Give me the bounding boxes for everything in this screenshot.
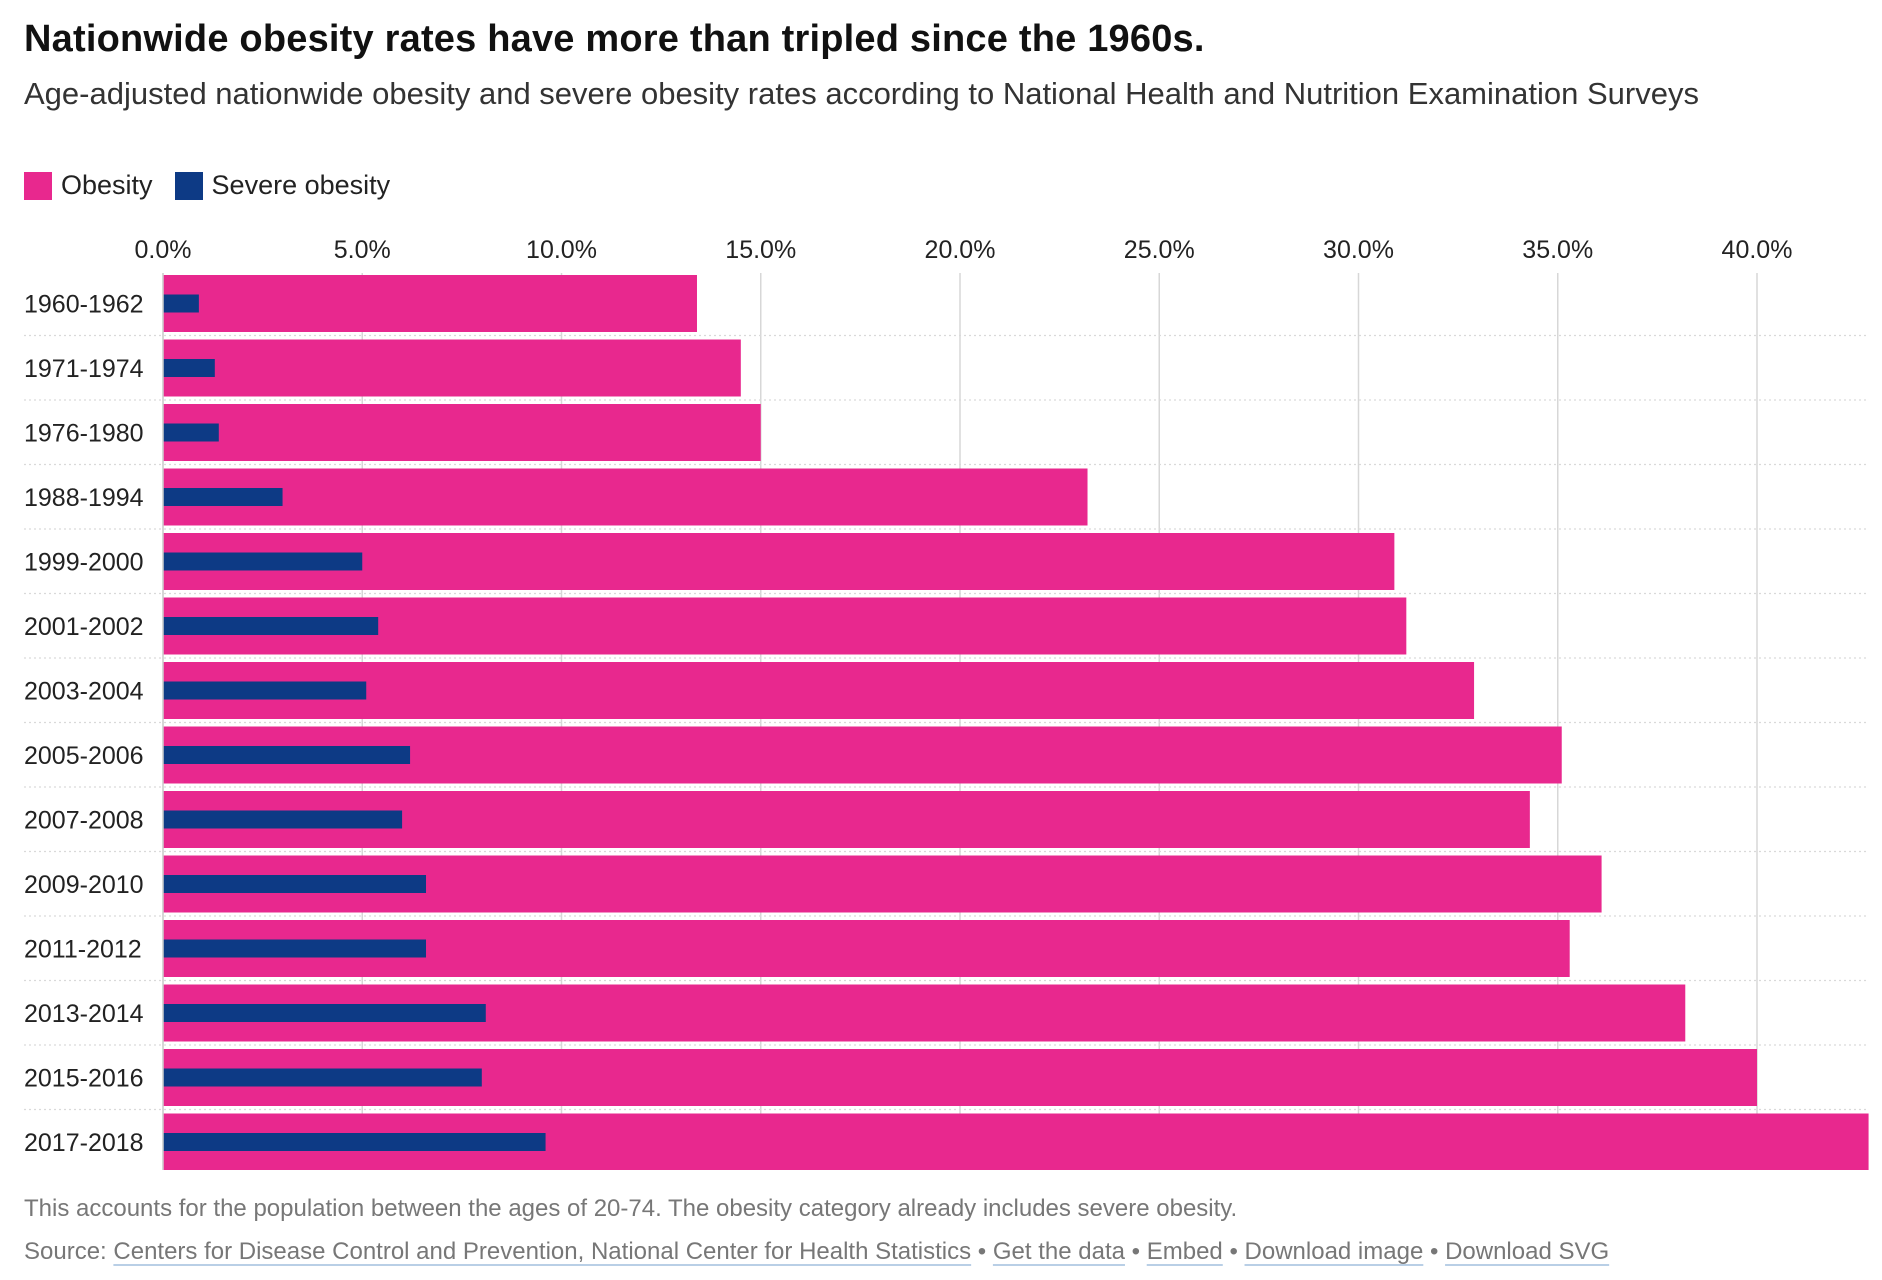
y-category-label: 2003-2004 [24,678,144,706]
y-category-label: 2015-2016 [24,1065,144,1093]
source-prefix: Source: [24,1238,114,1265]
bar-severe-obesity [163,552,363,571]
download-image-link[interactable]: Download image [1244,1238,1424,1265]
legend-item-obesity: Obesity [24,170,153,201]
legend-label-severe-obesity: Severe obesity [211,170,391,200]
y-category-label: 2007-2008 [24,807,144,835]
x-tick-label: 20.0% [925,236,996,264]
separator: • [1222,1238,1245,1265]
x-tick-label: 40.0% [1722,236,1793,264]
y-category-label: 1971-1974 [24,355,144,383]
chart-subtitle: Age-adjusted nationwide obesity and seve… [24,76,1699,111]
bar-severe-obesity [163,746,411,764]
y-category-label: 1988-1994 [24,484,144,512]
bar-obesity [163,275,697,332]
separator: • [971,1238,993,1265]
y-category-label: 1999-2000 [24,549,144,577]
y-category-label: 2001-2002 [24,613,144,641]
chart-title: Nationwide obesity rates have more than … [24,18,1205,60]
bar-severe-obesity [163,488,283,506]
chart-note: This accounts for the population between… [24,1195,1238,1222]
x-tick-label: 5.0% [334,236,391,264]
x-tick-label: 30.0% [1323,236,1394,264]
bar-chart: 0.0% 5.0% 10.0% 15.0% 20.0% 25.0% 30.0% 35.0% 40… [24,236,1869,1170]
y-category-label: 2011-2012 [24,936,142,964]
x-tick-label: 25.0% [1124,236,1195,264]
x-tick-label: 35.0% [1522,236,1593,264]
bar-obesity [163,339,741,397]
download-svg-link[interactable]: Download SVG [1445,1238,1610,1265]
bar-severe-obesity [163,810,403,829]
separator: • [1423,1238,1446,1265]
separator: • [1124,1238,1147,1265]
bar-obesity [163,662,1475,719]
source-link[interactable]: Centers for Disease Control and Preventi… [113,1238,972,1265]
bar-severe-obesity [163,681,367,700]
embed-link[interactable]: Embed [1146,1238,1223,1265]
bar-severe-obesity [163,1068,482,1087]
source-line: Source: Centers for Disease Control and … [24,1238,1609,1266]
get-data-link[interactable]: Get the data [992,1238,1125,1265]
x-tick-label: 10.0% [526,236,597,264]
bar-severe-obesity [163,294,199,313]
y-category-label: 1960-1962 [24,291,144,319]
y-category-label: 2017-2018 [24,1129,144,1157]
y-category-label: 1976-1980 [24,420,144,448]
legend-item-severe-obesity: Severe obesity [174,170,391,201]
bar-severe-obesity [163,939,427,958]
bar-severe-obesity [163,1133,546,1151]
y-category-label: 2013-2014 [24,1000,144,1028]
bar-severe-obesity [163,875,427,893]
y-category-label: 2005-2006 [24,742,144,770]
bar-obesity [163,404,761,461]
bar-obesity [163,533,1395,590]
legend-swatch-obesity [24,171,52,200]
legend-label-obesity: Obesity [61,170,153,200]
bar-severe-obesity [163,359,215,377]
y-category-label: 2009-2010 [24,871,144,899]
bar-obesity [163,468,1088,526]
x-tick-label: 0.0% [135,236,192,264]
legend-swatch-severe-obesity [174,171,203,200]
bar-severe-obesity [163,617,379,635]
bar-severe-obesity [163,1004,486,1022]
bar-severe-obesity [163,423,219,442]
legend: Obesity Severe obesity [24,170,412,201]
x-tick-label: 15.0% [725,236,796,264]
